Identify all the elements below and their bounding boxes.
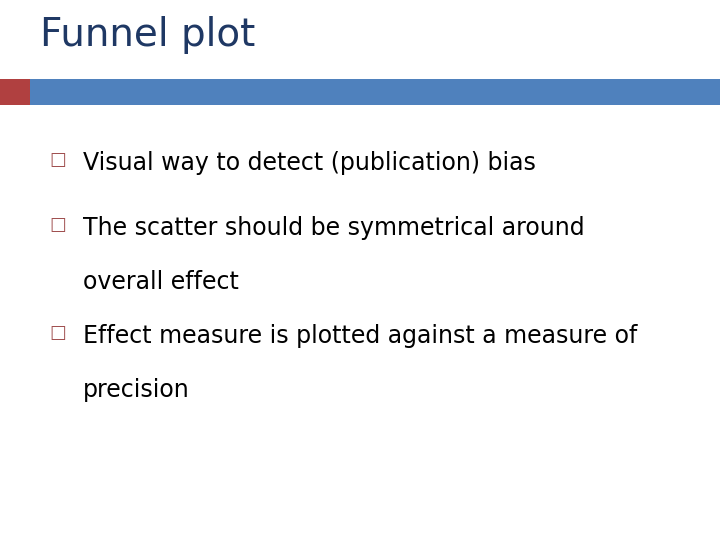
Text: □: □ [49,216,66,234]
Text: Funnel plot: Funnel plot [40,16,255,54]
Bar [30,79,720,105]
Text: The scatter should be symmetrical around: The scatter should be symmetrical around [83,216,585,240]
Text: overall effect: overall effect [83,270,238,294]
Text: Effect measure is plotted against a measure of: Effect measure is plotted against a meas… [83,324,637,348]
Text: □: □ [49,151,66,169]
Text: precision: precision [83,378,189,402]
Text: Visual way to detect (publication) bias: Visual way to detect (publication) bias [83,151,536,175]
Bar [0,79,30,105]
Text: □: □ [49,324,66,342]
